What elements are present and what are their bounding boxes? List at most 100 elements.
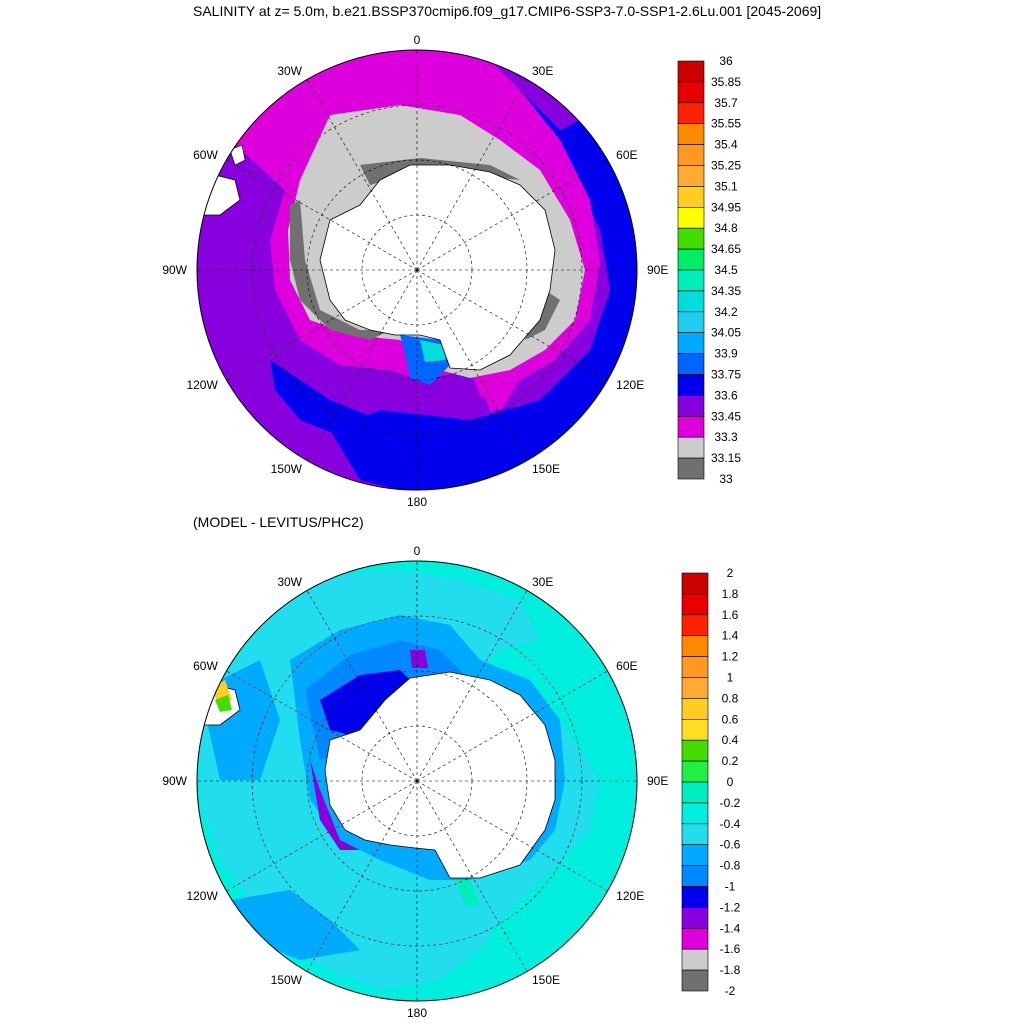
colorbar-tick-label: 34.8 bbox=[714, 221, 738, 235]
difference-band--1.2--1 bbox=[320, 670, 420, 740]
map-boundary bbox=[196, 560, 638, 1002]
colorbar-swatch bbox=[681, 781, 709, 804]
map-boundary bbox=[196, 49, 638, 491]
colorbar-swatch bbox=[677, 165, 705, 187]
meridian-line bbox=[306, 590, 418, 782]
colorbar-tick-label: 0.4 bbox=[722, 733, 739, 747]
colorbar-swatch bbox=[677, 144, 705, 166]
longitude-label: 90E bbox=[647, 774, 668, 788]
longitude-label: 150E bbox=[532, 973, 560, 987]
colorbar-swatch bbox=[681, 656, 709, 678]
longitude-label: 150W bbox=[271, 462, 303, 476]
colorbar-tick-label: 34.65 bbox=[711, 242, 741, 256]
colorbar-swatch bbox=[681, 802, 709, 825]
colorbar-swatch bbox=[681, 907, 709, 929]
colorbar-tick-label: -1.8 bbox=[720, 963, 741, 977]
colorbar-swatch bbox=[677, 436, 705, 459]
colorbar-tick-label: -1.6 bbox=[720, 942, 741, 956]
colorbar-swatch bbox=[681, 886, 709, 908]
longitude-label: 180 bbox=[407, 1006, 427, 1020]
colorbar-swatch bbox=[677, 374, 705, 396]
colorbar-swatch bbox=[677, 415, 705, 438]
colorbar-tick-label: 1.8 bbox=[722, 587, 739, 601]
meridian-line bbox=[416, 159, 608, 271]
longitude-label: 0 bbox=[414, 544, 421, 558]
colorbar-swatch bbox=[681, 698, 709, 720]
colorbar-swatch bbox=[681, 969, 709, 992]
meridian-line bbox=[226, 269, 418, 381]
colorbar-tick-label: -1.4 bbox=[720, 921, 741, 935]
longitude-label: 60E bbox=[616, 148, 637, 162]
longitude-labels: 0 30E 60E 90E 120E 150E 180 150W 120W 90W 60W 30W bbox=[162, 544, 668, 1020]
colorbar-tick-label: 1.6 bbox=[722, 608, 739, 622]
longitude-label: 60E bbox=[616, 659, 637, 673]
longitude-label: 30W bbox=[277, 575, 302, 589]
longitude-label: 120E bbox=[616, 378, 644, 392]
colorbar-swatch bbox=[681, 865, 709, 887]
meridian-line bbox=[416, 269, 528, 461]
colorbar-tick-label: 33.3 bbox=[714, 430, 738, 444]
colorbar-tick-label: 33.9 bbox=[714, 347, 738, 361]
difference-field bbox=[197, 561, 637, 1001]
longitude-label: 30E bbox=[532, 575, 553, 589]
colorbar-tick-label: 33.6 bbox=[714, 388, 738, 402]
meridian-line bbox=[416, 79, 528, 271]
colorbar-tick-label: 0.8 bbox=[722, 691, 739, 705]
colorbar-tick-label: -1 bbox=[725, 880, 736, 894]
meridian-line bbox=[226, 780, 418, 892]
salinity-colorbar: 36 35.85 35.7 35.55 35.4 35.25 35.1 34.95 34.8 34… bbox=[677, 54, 741, 486]
colorbar-swatch bbox=[677, 269, 705, 292]
longitude-label: 90W bbox=[162, 263, 187, 277]
colorbar-swatch bbox=[677, 227, 705, 250]
colorbar-tick-label: 33.75 bbox=[711, 368, 741, 382]
colorbar-tick-label: 2 bbox=[727, 566, 734, 580]
salinity-band-33-33.15 bbox=[290, 200, 390, 340]
colorbar-tick-label: 35.85 bbox=[711, 75, 741, 89]
colorbar-tick-label: 34.95 bbox=[711, 200, 741, 214]
panel-subtitle: (MODEL - LEVITUS/PHC2) bbox=[193, 514, 364, 530]
colorbar-swatch bbox=[681, 927, 709, 950]
colorbar-swatch bbox=[677, 457, 705, 480]
meridian-line bbox=[416, 590, 528, 782]
meridian-line bbox=[416, 670, 608, 782]
colorbar-swatch bbox=[677, 353, 705, 375]
colorbar-tick-label: 1.2 bbox=[722, 650, 739, 664]
colorbar-tick-label: 35.25 bbox=[711, 159, 741, 173]
colorbar-swatch bbox=[677, 395, 705, 417]
longitude-label: 30W bbox=[277, 64, 302, 78]
colorbar-tick-label: 33 bbox=[719, 472, 733, 486]
colorbar-swatch bbox=[681, 677, 709, 699]
colorbar-swatch bbox=[681, 760, 709, 783]
colorbar-tick-label: 35.55 bbox=[711, 117, 741, 131]
meridian-line bbox=[306, 79, 418, 271]
colorbar-swatch bbox=[681, 844, 709, 866]
meridian-line bbox=[306, 269, 418, 461]
longitude-label: 150W bbox=[271, 973, 303, 987]
longitude-label: 90E bbox=[647, 263, 668, 277]
colorbar-tick-label: -0.8 bbox=[720, 859, 741, 873]
longitude-label: 30E bbox=[532, 64, 553, 78]
colorbar-swatch bbox=[681, 593, 709, 616]
longitude-label: 120E bbox=[616, 889, 644, 903]
colorbar-tick-label: 0.2 bbox=[722, 754, 739, 768]
longitude-label: 60W bbox=[193, 659, 218, 673]
longitude-label: 90W bbox=[162, 774, 187, 788]
colorbar-tick-label: 34.35 bbox=[711, 284, 741, 298]
difference-map: 0 30E 60E 90E 120E 150E 180 150W 120W 90W 60W 30W bbox=[162, 544, 668, 1020]
salinity-map: 0 30E 60E 90E 120E 150E 180 150W 120W 90W 60W 30W bbox=[162, 33, 668, 509]
longitude-label: 120W bbox=[186, 889, 218, 903]
meridian-line bbox=[306, 780, 418, 972]
longitude-label: 60W bbox=[193, 148, 218, 162]
colorbar-tick-label: 34.5 bbox=[714, 263, 738, 277]
difference-colorbar: 2 1.8 1.6 1.4 1.2 1 0.8 0.6 0.4 0.2 0 -0.2 -0.4 -0.6 -… bbox=[681, 566, 741, 998]
colorbar-swatch bbox=[681, 948, 709, 971]
colorbar-swatch bbox=[681, 823, 709, 845]
colorbar-tick-label: 36 bbox=[719, 54, 733, 68]
colorbar-swatch bbox=[677, 290, 705, 313]
colorbar-swatch bbox=[681, 635, 709, 657]
colorbar-swatch bbox=[677, 123, 705, 145]
salinity-field bbox=[197, 50, 637, 490]
colorbar-swatch bbox=[677, 207, 705, 229]
